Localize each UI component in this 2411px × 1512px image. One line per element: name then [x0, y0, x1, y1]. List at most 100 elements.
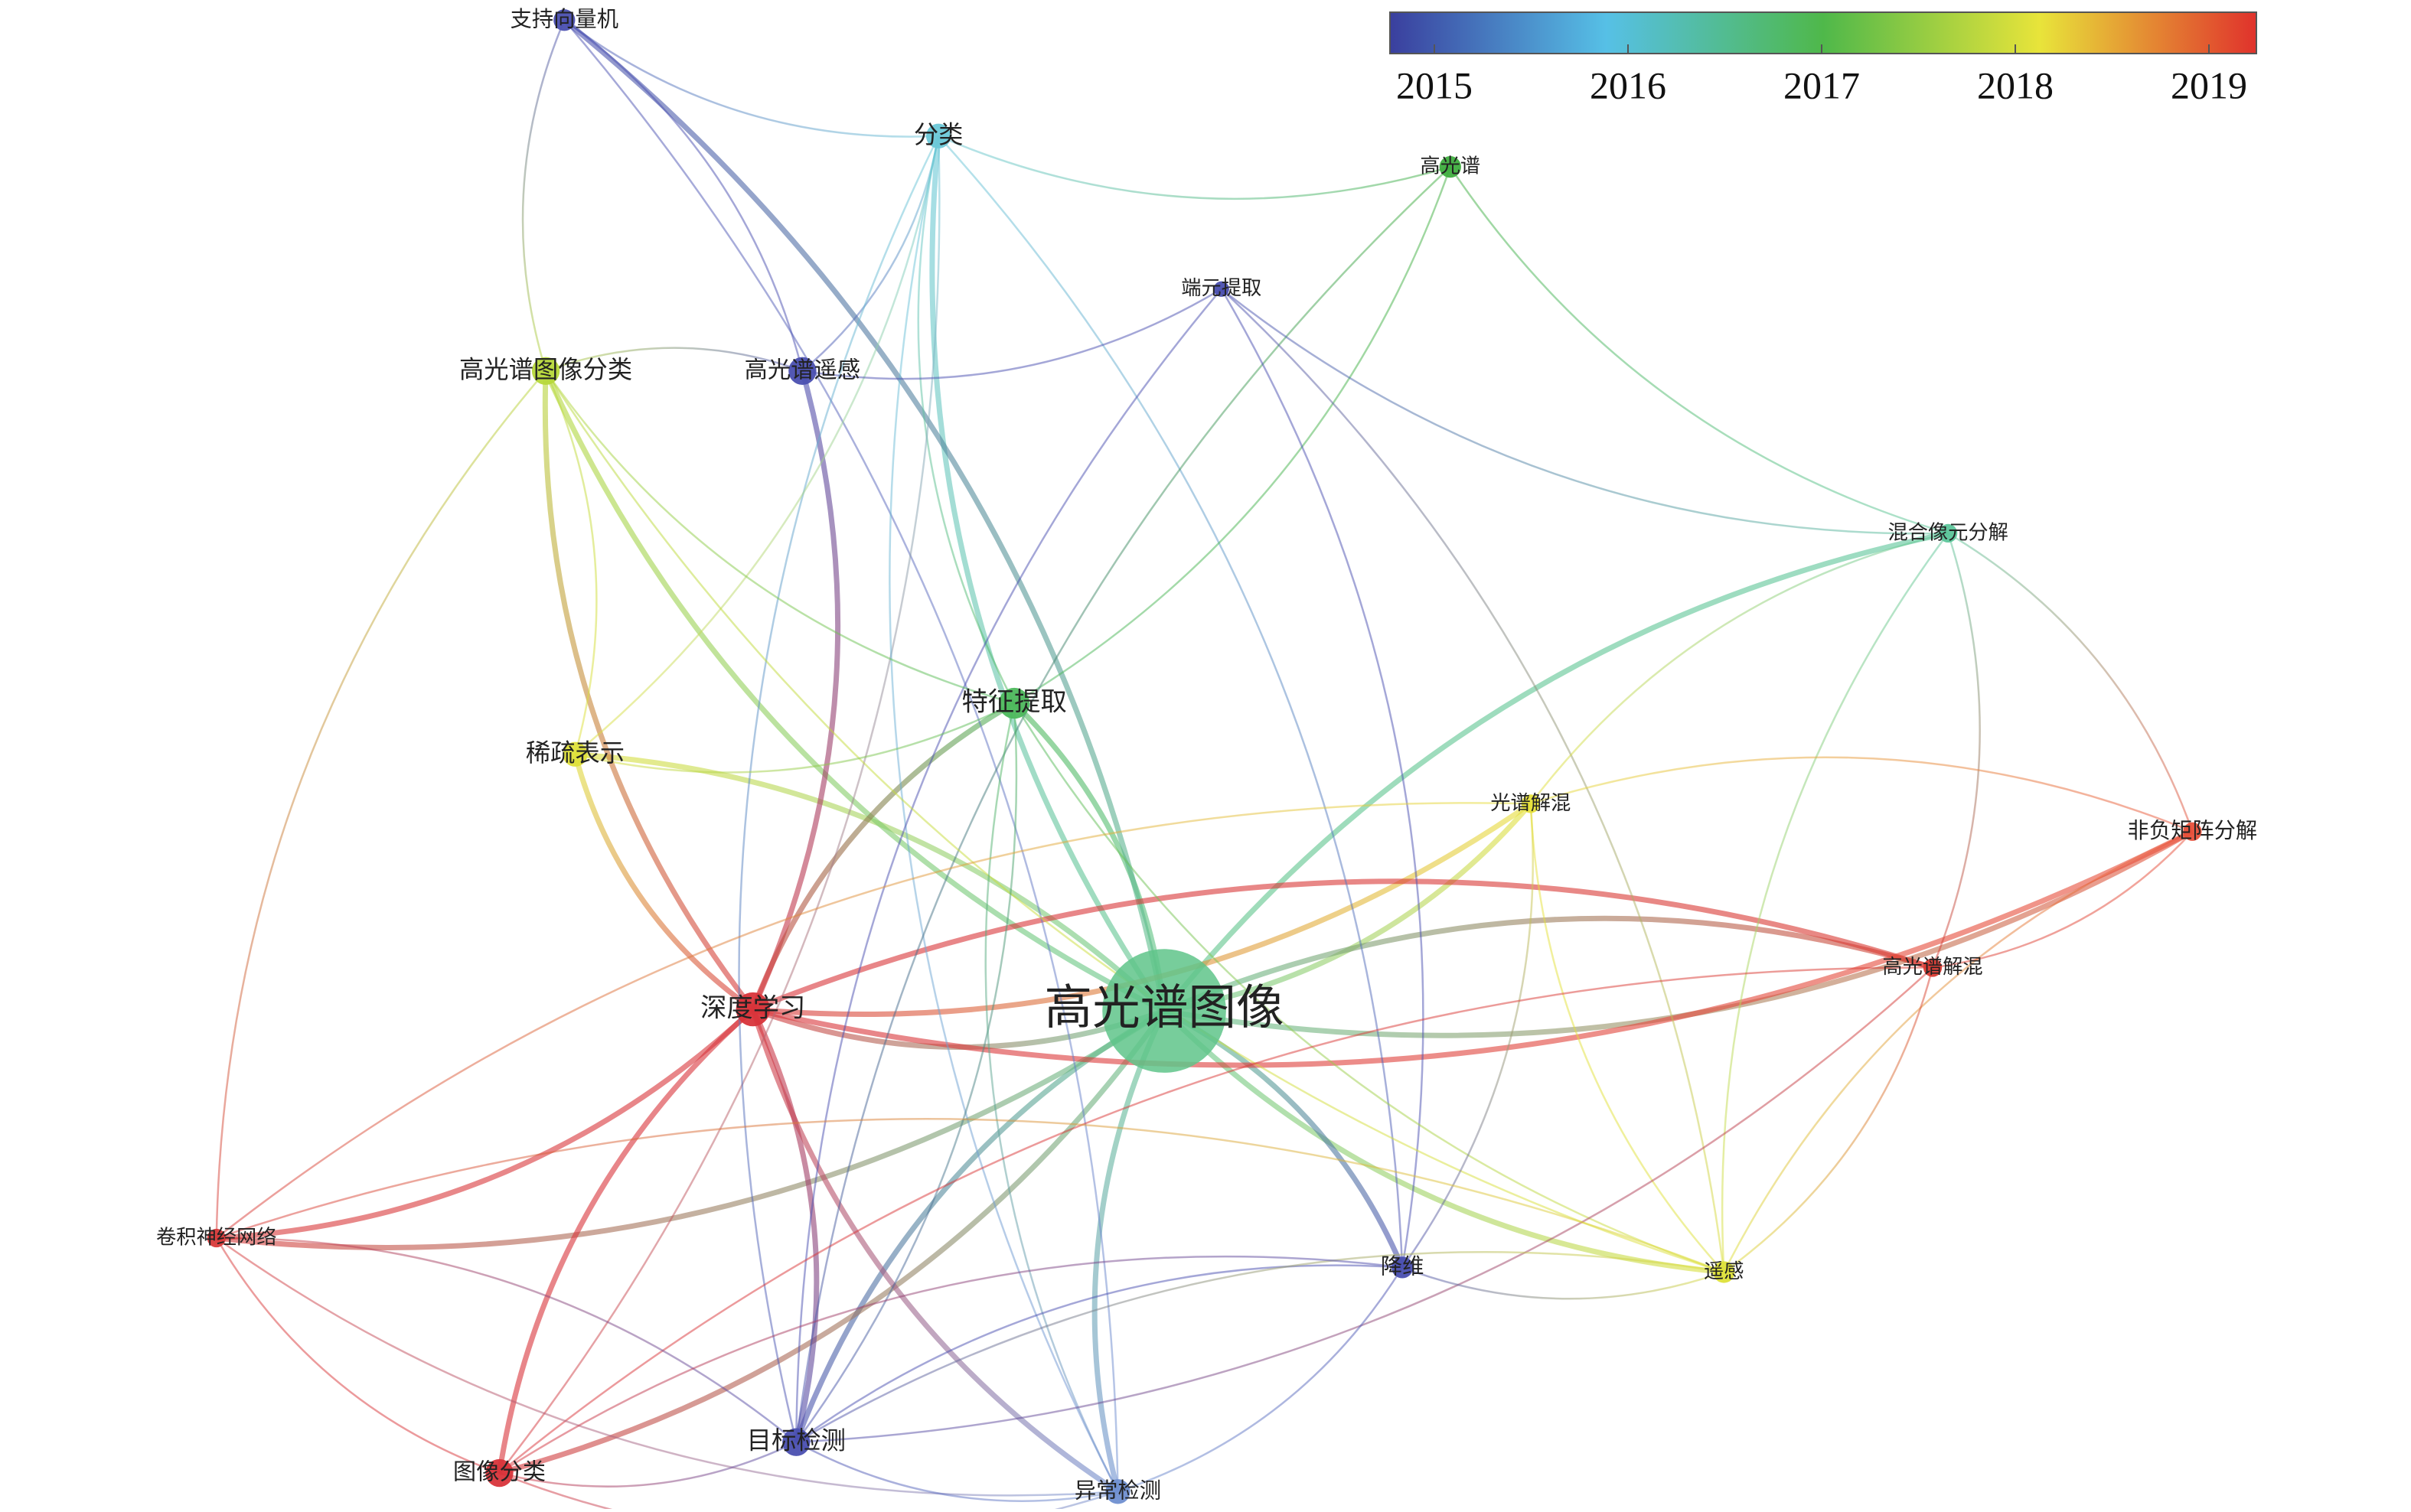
- edge: [1013, 166, 1451, 705]
- edge: [1932, 830, 2194, 969]
- edge: [563, 19, 1119, 1492]
- edge: [542, 370, 755, 1012]
- node: [1521, 794, 1540, 813]
- node: [925, 123, 951, 148]
- edge: [563, 19, 804, 372]
- edge: [563, 18, 1167, 1012]
- node-label: 混合像元分解: [1887, 521, 2008, 544]
- node: [782, 1428, 811, 1456]
- edge: [545, 347, 803, 372]
- edge: [984, 702, 1119, 1492]
- edge: [575, 702, 1015, 774]
- edge: [216, 1237, 1118, 1497]
- node: [736, 992, 770, 1027]
- edge: [796, 966, 1933, 1443]
- node: [553, 9, 576, 31]
- colorbar-tick-label: 2015: [1396, 64, 1473, 106]
- colorbar-tick-label: 2017: [1783, 64, 1860, 106]
- edge: [216, 802, 1531, 1240]
- node: [1105, 1479, 1130, 1504]
- edge: [521, 19, 566, 372]
- edge: [1947, 532, 2194, 833]
- colorbar-tick-label: 2019: [2171, 64, 2247, 106]
- edge: [1220, 288, 1725, 1272]
- edge: [574, 135, 940, 755]
- edge: [795, 1441, 1118, 1502]
- edge: [497, 1007, 755, 1474]
- node-label: 图像分类: [453, 1459, 546, 1486]
- node-label: 高光谱遥感: [745, 357, 860, 383]
- edge: [795, 288, 1222, 1442]
- node-label: 支持向量机: [511, 6, 618, 31]
- edge: [750, 701, 1016, 1011]
- edge: [216, 1009, 1166, 1250]
- edge: [1163, 829, 2194, 1038]
- edge: [216, 1237, 798, 1443]
- edge: [216, 1007, 755, 1241]
- edge: [545, 370, 1015, 705]
- colorbar-tick-label: 2018: [1977, 64, 2054, 106]
- edge: [1449, 166, 1949, 535]
- node-label: 特征提取: [961, 687, 1066, 718]
- edge: [575, 751, 1166, 1013]
- node-label: 端元提取: [1181, 277, 1261, 300]
- edge: [929, 135, 1166, 1013]
- edge: [938, 135, 1451, 200]
- node: [2183, 822, 2202, 841]
- edge: [1530, 756, 2193, 833]
- node: [1713, 1261, 1735, 1283]
- node: [1923, 958, 1943, 977]
- edge: [802, 288, 1222, 380]
- edge: [545, 370, 1724, 1273]
- edge: [1723, 830, 2193, 1273]
- edge: [1401, 1266, 1724, 1300]
- edge: [1723, 967, 1934, 1273]
- edge: [1931, 533, 1981, 968]
- edge: [752, 878, 1934, 1012]
- edge: [544, 370, 598, 755]
- colorbar-gradient: [1389, 11, 2257, 54]
- edge: [1721, 533, 1949, 1272]
- node: [1439, 156, 1461, 178]
- edge: [1529, 803, 1725, 1273]
- edge: [750, 1008, 820, 1443]
- edge: [917, 135, 1016, 704]
- edge: [573, 753, 755, 1012]
- node-label: 异常检测: [1075, 1478, 1161, 1503]
- edge: [215, 1237, 500, 1475]
- edge: [938, 135, 1404, 1268]
- colorbar: 2015 2016 2017 2018 2019: [1389, 11, 2257, 106]
- edge: [889, 135, 1119, 1492]
- node: [531, 357, 560, 385]
- edge: [1221, 288, 1949, 535]
- edge: [750, 370, 841, 1011]
- node: [1102, 949, 1226, 1073]
- edge: [1117, 1266, 1404, 1493]
- node-label: 稀疏表示: [526, 738, 625, 767]
- node-label: 分类: [914, 120, 964, 149]
- edge: [216, 1118, 1724, 1273]
- node-label: 高光谱图像: [1045, 979, 1284, 1035]
- edge: [498, 135, 941, 1474]
- edge: [795, 1264, 1403, 1443]
- edge: [750, 1009, 1120, 1494]
- edge: [499, 1471, 1118, 1512]
- node: [998, 687, 1030, 719]
- edge: [738, 135, 940, 1442]
- edge: [563, 19, 939, 138]
- node-label: 遥感: [1704, 1260, 1744, 1283]
- node: [1213, 281, 1229, 297]
- edge: [795, 1250, 1724, 1443]
- node: [485, 1458, 514, 1488]
- edge: [498, 1009, 1166, 1476]
- node-label: 卷积神经网络: [156, 1227, 277, 1250]
- node-label: 光谱解混: [1490, 792, 1571, 815]
- edge: [1529, 532, 1949, 805]
- edge: [795, 166, 1451, 1442]
- node: [1939, 523, 1958, 543]
- edge: [498, 966, 1933, 1475]
- node: [207, 1228, 226, 1248]
